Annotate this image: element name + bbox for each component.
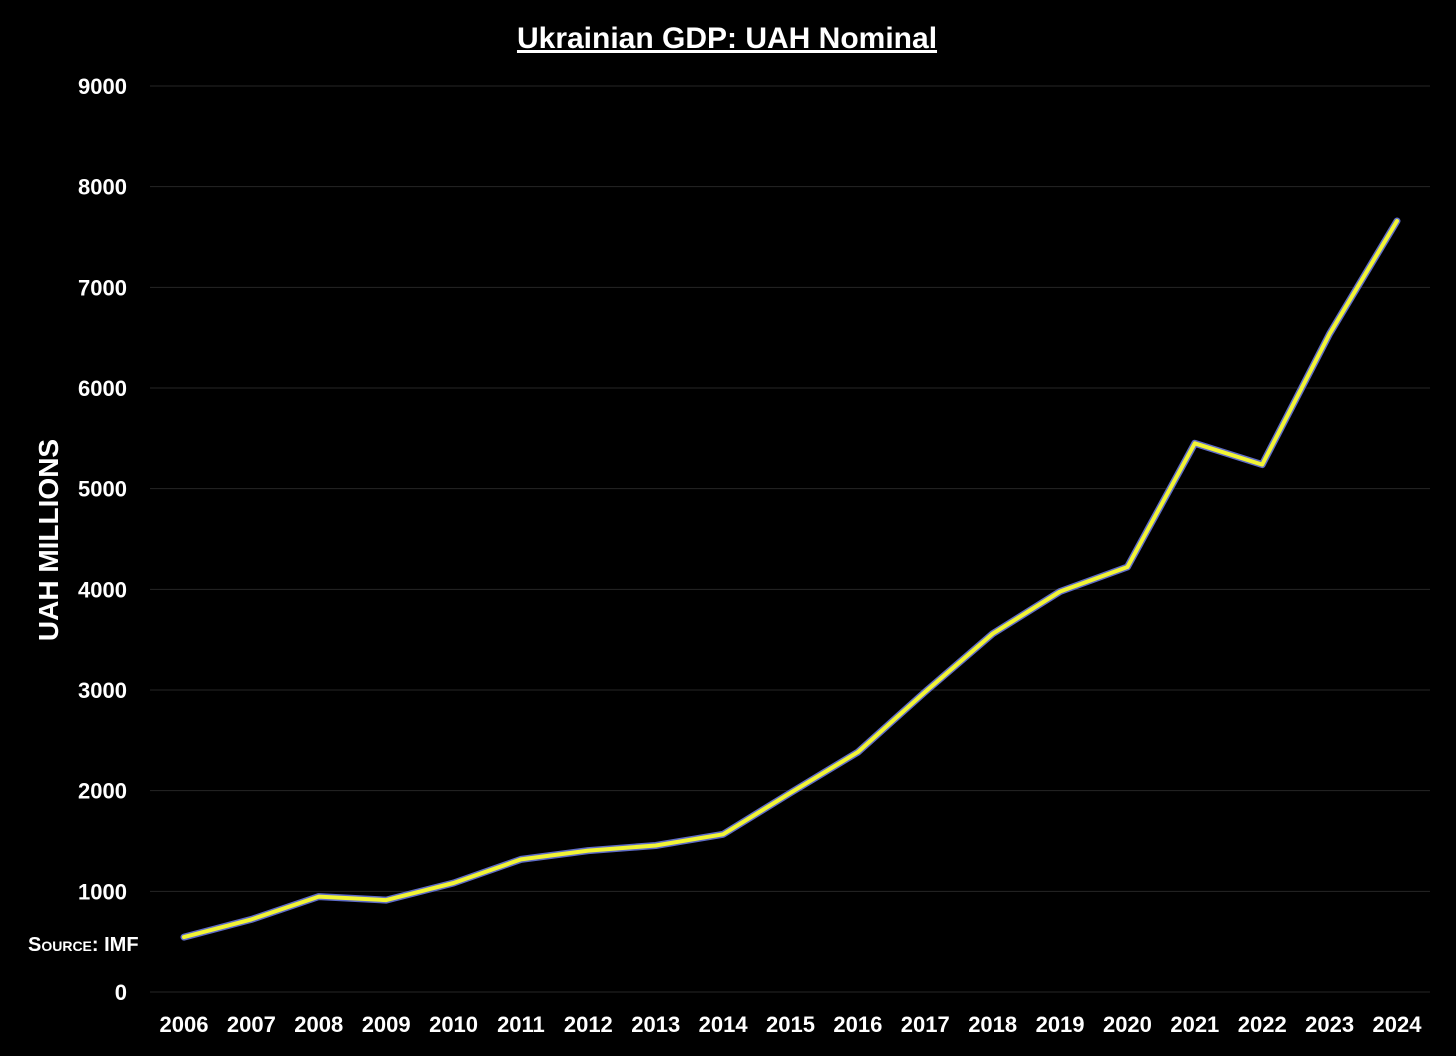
data-point-2007 <box>249 917 253 921</box>
x-tick-label: 2011 <box>497 1012 545 1037</box>
x-tick-label: 2021 <box>1170 1012 1219 1037</box>
source-note: Source: IMF <box>28 934 139 956</box>
data-point-2013 <box>654 844 658 848</box>
data-point-2016 <box>856 750 860 754</box>
x-tick-label: 2013 <box>631 1012 680 1037</box>
y-axis-label: UAH MILLIONS <box>33 439 64 641</box>
data-point-2014 <box>721 832 725 836</box>
x-tick-label: 2022 <box>1238 1012 1287 1037</box>
y-tick-label: 6000 <box>78 376 127 401</box>
x-tick-label: 2024 <box>1373 1012 1423 1037</box>
x-tick-label: 2016 <box>833 1012 882 1037</box>
series-line-0 <box>182 219 1399 940</box>
series-line-group <box>180 217 1401 941</box>
x-tick-label: 2019 <box>1036 1012 1085 1037</box>
data-point-2021 <box>1193 441 1197 445</box>
x-tick-label: 2014 <box>699 1012 749 1037</box>
x-tick-label: 2020 <box>1103 1012 1152 1037</box>
y-tick-label: 9000 <box>78 74 127 99</box>
data-point-2011 <box>519 857 523 861</box>
data-point-2006 <box>182 935 186 939</box>
data-point-2008 <box>317 895 321 899</box>
data-point-2024 <box>1395 219 1399 223</box>
y-tick-label: 2000 <box>78 779 127 804</box>
data-point-2017 <box>923 690 927 694</box>
x-tick-label: 2023 <box>1305 1012 1354 1037</box>
data-point-2015 <box>789 791 792 795</box>
y-tick-label: 5000 <box>78 477 127 502</box>
x-tick-label: 2009 <box>362 1012 411 1037</box>
x-tick-label: 2007 <box>227 1012 276 1037</box>
y-tick-label: 0 <box>115 980 127 1005</box>
x-tick-label: 2006 <box>160 1012 209 1037</box>
x-tick-label: 2012 <box>564 1012 613 1037</box>
y-tick-label: 1000 <box>78 879 127 904</box>
x-tick-label: 2010 <box>429 1012 478 1037</box>
x-tick-label: 2015 <box>766 1012 815 1037</box>
x-tick-label: 2018 <box>968 1012 1017 1037</box>
chart-title: Ukrainian GDP: UAH Nominal <box>517 22 937 55</box>
data-point-2010 <box>452 881 456 885</box>
data-point-2012 <box>586 849 590 853</box>
gridlines <box>150 85 1430 993</box>
data-point-2009 <box>384 898 388 902</box>
x-tick-label: 2008 <box>294 1012 343 1037</box>
y-axis-ticks: 0 1000 2000 3000 4000 5000 6000 7000 8000 9000 <box>78 74 127 1005</box>
y-tick-label: 8000 <box>78 175 127 200</box>
y-tick-label: 7000 <box>78 275 127 300</box>
data-point-2020 <box>1125 565 1129 569</box>
y-tick-label: 4000 <box>78 577 127 602</box>
data-point-2023 <box>1328 332 1332 336</box>
x-axis-ticks: 2006 2007 2008 2009 2010 2011 2012 2013 2014 2015… <box>160 1012 1423 1037</box>
y-tick-label: 3000 <box>78 678 127 703</box>
data-point-2022 <box>1260 463 1264 467</box>
x-tick-label: 2017 <box>901 1012 950 1037</box>
series-line-shadow <box>180 217 1401 941</box>
data-point-2019 <box>1058 590 1062 594</box>
data-point-2018 <box>991 632 995 636</box>
